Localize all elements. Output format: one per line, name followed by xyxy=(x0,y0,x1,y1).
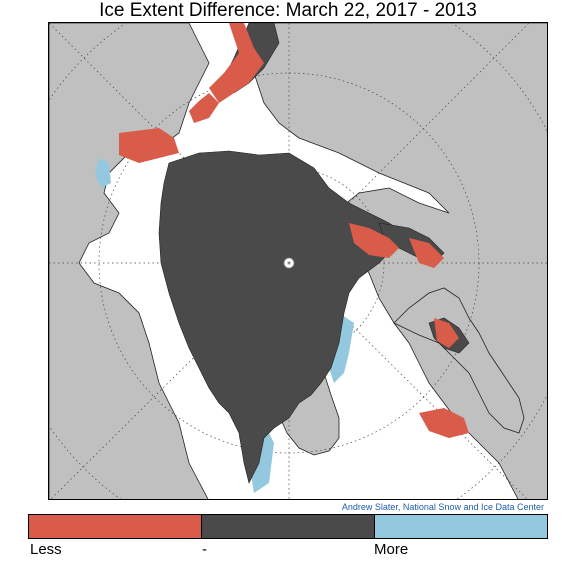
north-pole-marker xyxy=(283,257,295,269)
land-north-america xyxy=(49,23,210,499)
polar-map xyxy=(49,23,547,499)
legend-label-more: More xyxy=(374,541,409,558)
legend-label-unchanged: - xyxy=(202,541,207,558)
land-scandinavia xyxy=(393,287,525,434)
legend-swatch-less xyxy=(29,515,201,538)
legend-colorbar xyxy=(28,514,548,539)
legend-swatch-unchanged xyxy=(201,515,374,538)
legend-swatch-more xyxy=(374,515,547,538)
map-panel xyxy=(48,22,548,500)
ice-less xyxy=(119,23,469,438)
chart-title: Ice Extent Difference: March 22, 2017 - … xyxy=(99,0,477,21)
credit-text: Andrew Slater, National Snow and Ice Dat… xyxy=(341,502,544,512)
legend-label-less: Less xyxy=(30,541,62,558)
